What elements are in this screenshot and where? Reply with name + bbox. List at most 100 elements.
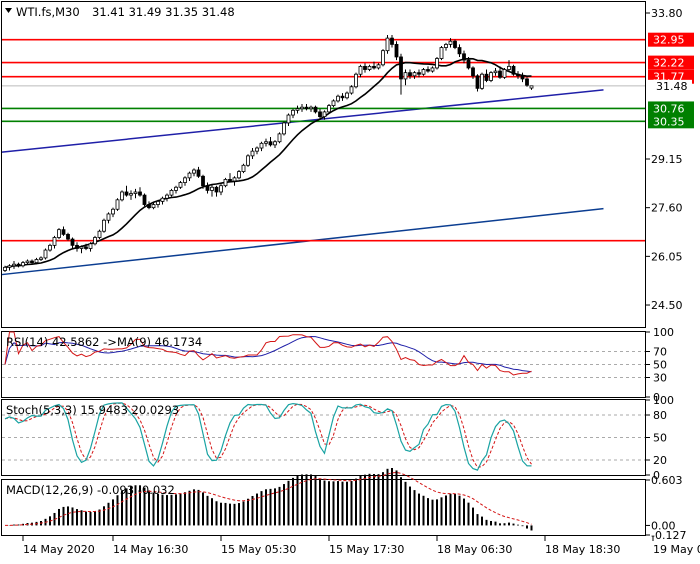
stoch-y-tick-label: 0 <box>653 469 660 482</box>
candle-body <box>201 175 205 187</box>
macd-y-tick-label: 0.00 <box>651 519 676 532</box>
candle-body <box>525 78 529 86</box>
candle-body <box>232 177 237 182</box>
candle-body <box>129 193 133 196</box>
candle-body <box>246 155 250 166</box>
main-pane <box>1 34 645 276</box>
candle-body <box>259 142 264 149</box>
rsi-y-tick-label: 30 <box>653 372 667 385</box>
level-price-tag <box>648 101 694 116</box>
candle-body <box>219 185 223 193</box>
candle-body <box>205 185 210 191</box>
candle-body <box>196 169 201 177</box>
candle-body <box>313 106 318 113</box>
candle-body <box>277 133 282 143</box>
candle-body <box>75 244 79 249</box>
candle-body <box>210 186 214 191</box>
candle-body <box>354 73 358 88</box>
candle-body <box>304 106 309 110</box>
candle-body <box>16 263 21 267</box>
candle-body <box>138 191 142 196</box>
candle-body <box>327 105 331 113</box>
candle-body <box>367 65 372 70</box>
candle-body <box>174 186 178 191</box>
main-y-tick-label: 29.15 <box>651 153 683 166</box>
candle-body <box>151 204 156 209</box>
candle-body <box>30 260 34 264</box>
candle-body <box>192 169 196 174</box>
candle-body <box>484 73 489 81</box>
current-price-tag <box>648 79 692 92</box>
candle-body <box>502 69 507 78</box>
candle-body <box>300 106 304 110</box>
candle-body <box>372 65 376 69</box>
x-tick-label: 19 May 07:30 <box>653 543 700 556</box>
candle-body <box>57 229 61 238</box>
candle-body <box>34 259 39 264</box>
candle-body <box>448 40 453 45</box>
candle-body <box>331 100 336 107</box>
candle-body <box>7 265 12 268</box>
candle-body <box>520 75 525 80</box>
candle-body <box>493 70 498 74</box>
rsi-y-tick-label: 70 <box>653 346 667 359</box>
x-tick-label: 15 May 05:30 <box>221 543 296 556</box>
candle-body <box>187 172 192 179</box>
macd-pane <box>5 468 533 531</box>
candle-body <box>480 73 484 89</box>
candle-body <box>336 95 340 102</box>
candle-body <box>430 67 435 72</box>
candle-body <box>39 257 43 260</box>
candle-body <box>417 72 421 75</box>
axes: 33.8029.1527.6026.0524.5032.9532.2231.77… <box>22 7 700 556</box>
candle-body <box>115 199 120 210</box>
x-tick-label: 18 May 06:30 <box>437 543 512 556</box>
candle-body <box>457 47 462 55</box>
candle-body <box>264 141 268 144</box>
level-price-tag <box>648 114 694 129</box>
candle-body <box>214 186 219 193</box>
main-y-tick-label: 26.05 <box>651 250 683 263</box>
candle-body <box>363 65 367 70</box>
candle-body <box>309 106 313 110</box>
main-pane-frame <box>1 1 646 328</box>
rsi-line <box>4 331 532 376</box>
candle-body <box>160 197 165 202</box>
candle-body <box>120 191 124 201</box>
candle-body <box>25 260 30 264</box>
candle-body <box>394 43 399 58</box>
candle-body <box>223 179 228 187</box>
candle-body <box>183 177 187 183</box>
candle-body <box>507 65 511 70</box>
candle-body <box>165 194 169 199</box>
candle-body <box>358 65 363 75</box>
candle-body <box>439 47 444 59</box>
candle-body <box>322 111 327 118</box>
level-price-tag <box>648 32 694 47</box>
candle-body <box>475 75 480 89</box>
macd-y-tick-label: 0.603 <box>651 474 683 487</box>
rsi-pane <box>2 331 645 378</box>
x-tick-label: 18 May 18:30 <box>545 543 620 556</box>
candle-body <box>52 237 57 246</box>
stoch-signal-line <box>4 402 532 468</box>
rsi-y-tick-label: 100 <box>653 326 674 339</box>
collapse-triangle-icon[interactable] <box>5 8 12 13</box>
moving-average-line <box>4 57 532 269</box>
stoch-pane <box>2 402 645 471</box>
candle-body <box>318 111 322 118</box>
macd-label: MACD(12,26,9) -0.093 -0.032 <box>6 483 175 497</box>
candle-body <box>169 190 174 196</box>
trendline <box>1 207 604 276</box>
candle-body <box>412 72 417 77</box>
candle-body <box>444 43 448 48</box>
candle-body <box>426 69 430 72</box>
candle-body <box>403 72 408 80</box>
candle-body <box>291 109 295 116</box>
candle-body <box>124 191 129 196</box>
x-tick-label: 14 May 2020 <box>23 543 95 556</box>
candle-body <box>79 246 84 249</box>
candle-body <box>376 64 381 69</box>
candle-body <box>399 56 403 80</box>
candle-body <box>111 208 115 215</box>
